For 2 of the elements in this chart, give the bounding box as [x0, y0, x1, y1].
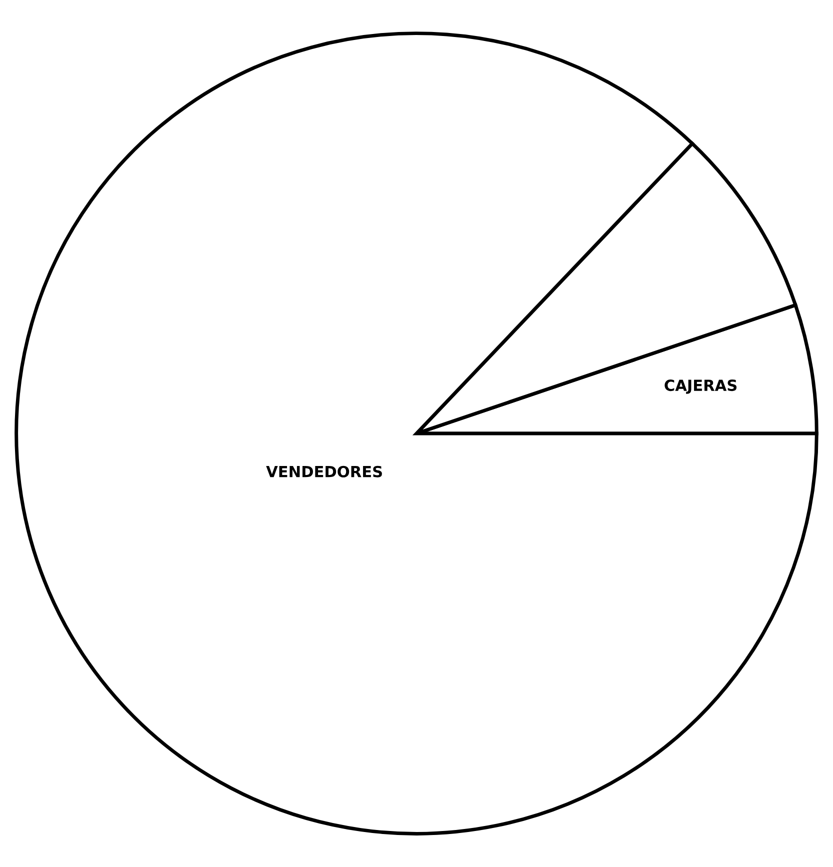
slice-label: VENDEDORES: [266, 466, 382, 478]
slice-label: CAJERAS: [664, 380, 737, 394]
